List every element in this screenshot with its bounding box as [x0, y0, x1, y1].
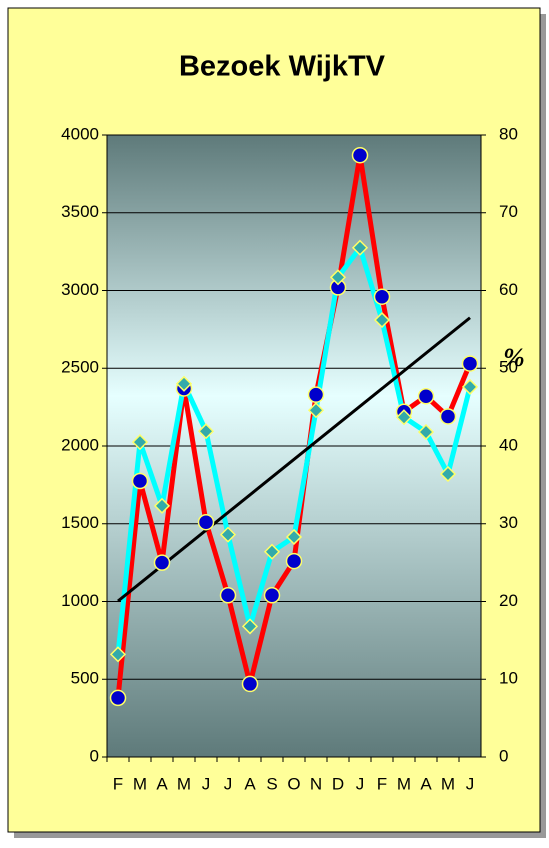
y2-tick-label: 30: [499, 513, 518, 532]
marker: [131, 472, 149, 490]
marker: [241, 675, 259, 693]
y-tick-label: 2000: [61, 435, 99, 454]
marker: [307, 402, 325, 419]
x-tick-label: M: [441, 774, 455, 793]
x-tick-label: F: [113, 774, 123, 793]
y-tick-label: 2500: [61, 358, 99, 377]
marker: [461, 378, 479, 395]
y-tick-label: 1000: [61, 591, 99, 610]
marker: [461, 355, 479, 372]
x-tick-label: J: [202, 774, 211, 793]
y-tick-label: 0: [90, 746, 99, 765]
marker: [285, 528, 303, 546]
y2-tick-label: 20: [499, 591, 518, 610]
y2-tick-label: 70: [499, 202, 518, 221]
x-tick-label: J: [466, 774, 475, 793]
y-tick-label: 1500: [61, 513, 99, 532]
y2-tick-label: 40: [499, 435, 518, 454]
x-tick-label: A: [156, 774, 168, 793]
y-tick-label: 4000: [61, 124, 99, 143]
x-tick-label: S: [266, 774, 277, 793]
marker: [307, 386, 325, 403]
x-tick-label: A: [420, 774, 432, 793]
marker: [153, 497, 171, 514]
marker: [373, 288, 391, 305]
marker: [329, 269, 347, 286]
marker: [153, 554, 171, 571]
y2-tick-label: 60: [499, 280, 518, 299]
y2-tick-label: 10: [499, 669, 518, 688]
marker: [351, 146, 369, 164]
marker: [417, 423, 435, 441]
marker: [197, 513, 215, 531]
y2-tick-label: 0: [499, 746, 508, 765]
marker: [439, 408, 457, 425]
x-tick-label: A: [244, 774, 256, 793]
x-tick-label: O: [287, 774, 300, 793]
marker: [219, 587, 237, 604]
marker: [439, 465, 457, 483]
marker: [175, 375, 193, 392]
marker: [351, 239, 369, 256]
marker: [197, 423, 215, 440]
marker: [109, 646, 127, 663]
marker: [263, 587, 281, 604]
x-tick-label: M: [133, 774, 147, 793]
marker: [263, 543, 281, 560]
marker: [373, 311, 391, 329]
chart-title: Bezoek WijkTV: [179, 51, 386, 83]
marker: [417, 387, 435, 405]
marker: [395, 409, 413, 426]
x-tick-label: J: [356, 774, 365, 793]
y2-tick-label: 80: [499, 124, 518, 143]
marker: [241, 618, 259, 635]
x-tick-label: D: [332, 774, 344, 793]
x-tick-label: F: [377, 774, 387, 793]
marker: [109, 689, 127, 707]
marker: [285, 552, 303, 570]
x-tick-label: J: [224, 774, 233, 793]
y-tick-label: 3500: [61, 202, 99, 221]
trend-line: [117, 316, 471, 603]
y2-tick-label: 50: [499, 358, 518, 377]
marker: [131, 434, 149, 451]
x-tick-label: N: [310, 774, 322, 793]
x-tick-label: M: [177, 774, 191, 793]
y-tick-label: 500: [71, 669, 99, 688]
x-tick-label: M: [397, 774, 411, 793]
marker: [219, 526, 237, 543]
y-tick-label: 3000: [61, 280, 99, 299]
y2-axis-label: %: [503, 343, 525, 372]
